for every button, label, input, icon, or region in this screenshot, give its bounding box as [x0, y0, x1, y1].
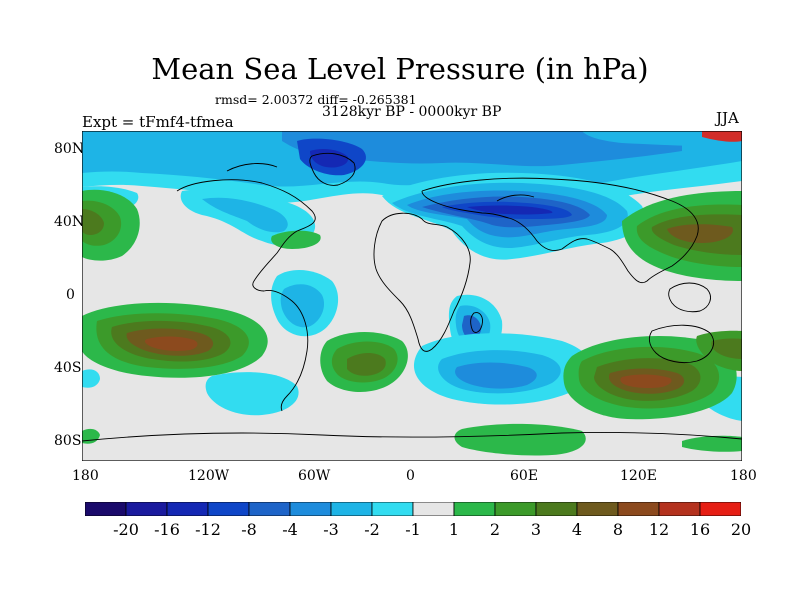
chart-title: Mean Sea Level Pressure (in hPa) [151, 52, 649, 86]
colorbar-label: -20 [113, 520, 139, 539]
colorbar-swatch [248, 502, 291, 516]
colorbar-swatch [330, 502, 373, 516]
coastlines [82, 152, 742, 442]
colorbar-label: -16 [154, 520, 180, 539]
colorbar-label: -1 [405, 520, 421, 539]
colorbar-label: 3 [530, 520, 542, 539]
pressure-anomaly-map [82, 131, 742, 461]
colorbar-swatch [699, 502, 741, 516]
lat-label-40s: 40S [54, 360, 82, 376]
colorbar [85, 502, 741, 516]
northwest-pacific-positive-anomaly [622, 191, 742, 281]
lon-label-180w: 180 [72, 468, 99, 484]
south-indian-positive-anomaly [563, 330, 742, 420]
colorbar-swatch [617, 502, 660, 516]
colorbar-label: 16 [689, 520, 711, 539]
rmsd-diff-stats: rmsd= 2.00372 diff= -0.265381 [215, 92, 417, 107]
colorbar-swatch [453, 502, 496, 516]
south-pacific-positive-anomaly [82, 302, 268, 378]
eurasian-negative-anomaly [382, 172, 645, 260]
colorbar-label: -8 [241, 520, 257, 539]
time-period-label: 3128kyr BP - 0000kyr BP [322, 104, 502, 120]
south-atlantic-positive-anomaly [320, 332, 408, 393]
lon-label-120w: 120W [188, 468, 230, 484]
lat-label-40n: 40N [54, 214, 85, 230]
colorbar-swatch [494, 502, 537, 516]
lon-label-180e: 180 [730, 468, 757, 484]
colorbar-swatch [125, 502, 168, 516]
colorbar-label: -2 [364, 520, 380, 539]
lat-label-80n: 80N [54, 141, 85, 157]
colorbar-label: -4 [282, 520, 298, 539]
tropical-negative-anomalies [82, 269, 742, 421]
colorbar-label: -12 [195, 520, 221, 539]
colorbar-swatch [535, 502, 578, 516]
colorbar-swatch [576, 502, 619, 516]
lon-label-120e: 120E [620, 468, 657, 484]
colorbar-swatch [371, 502, 414, 516]
colorbar-label: 4 [571, 520, 583, 539]
lon-label-0: 0 [406, 468, 415, 484]
colorbar-swatch [85, 502, 127, 516]
season-label: JJA [716, 109, 739, 127]
colorbar-label: 12 [648, 520, 670, 539]
colorbar-label: -3 [323, 520, 339, 539]
colorbar-label: 2 [489, 520, 501, 539]
colorbar-swatch [207, 502, 250, 516]
colorbar-swatch [166, 502, 209, 516]
north-pacific-positive-anomaly [82, 189, 140, 261]
lon-label-60w: 60W [298, 468, 331, 484]
colorbar-label: 20 [730, 520, 752, 539]
lat-label-80s: 80S [54, 433, 82, 449]
lat-label-0: 0 [66, 287, 75, 303]
colorbar-swatch [289, 502, 332, 516]
colorbar-swatch [658, 502, 701, 516]
experiment-label: Expt = tFmf4-tfmea [82, 113, 234, 131]
colorbar-label: 8 [612, 520, 624, 539]
colorbar-swatch [412, 502, 455, 516]
lon-label-60e: 60E [510, 468, 539, 484]
colorbar-label: 1 [448, 520, 460, 539]
